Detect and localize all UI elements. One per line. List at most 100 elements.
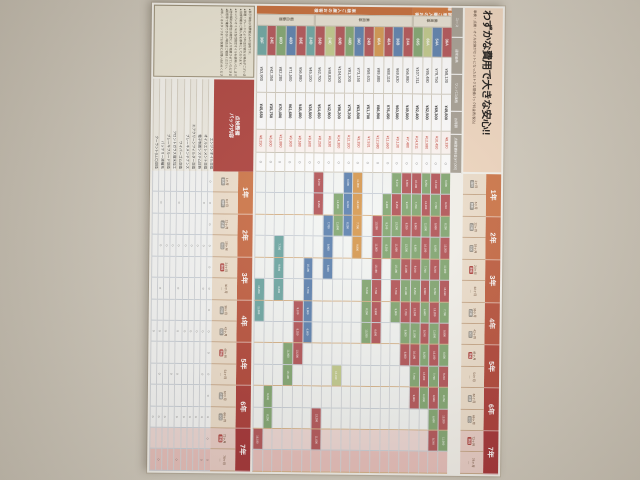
item-mark-cell: ○ <box>155 449 162 471</box>
item-mark-cell: ○ <box>206 192 213 215</box>
note-line: ●点検時期はご購入月を基準としております。 <box>238 8 243 68</box>
schedule-cell <box>320 450 331 473</box>
course-row: 36D ¥62,700 ¥54,450 ¥8,250 ○ <box>313 26 325 173</box>
item-mark-cell <box>168 320 176 343</box>
item-mark-cell <box>180 385 187 407</box>
item-mark-cell: ○ <box>174 363 181 386</box>
item-mark-cell <box>187 278 194 300</box>
schedule-cell <box>340 386 351 409</box>
schedule-cell <box>360 365 371 388</box>
schedule-cell <box>399 366 410 388</box>
schedule-cell <box>417 451 428 474</box>
item-mark-cell <box>181 256 188 279</box>
item-mark-cell: ○ <box>199 321 206 343</box>
document-photo: わずかな費用で大きな安心!! 車検・点検・オイル交換がセットになったおトクな整備… <box>147 2 505 477</box>
course-row: 48B ¥91,300 ¥79,200 ¥12,100 ○ <box>342 26 355 173</box>
savings-cell: ¥12,980 <box>372 130 383 155</box>
schedule-cell <box>252 385 263 408</box>
item-name: バッテリー液補充 <box>158 78 166 171</box>
item-mark-cell <box>156 299 164 321</box>
tenken-mark-cell: ○ <box>352 153 363 173</box>
savings-cell: ¥8,330 <box>440 131 451 155</box>
schedule-cell <box>291 386 302 408</box>
service-price-label: 13,200 <box>295 349 300 358</box>
pack-price-cell: ¥49,800 <box>440 94 452 132</box>
schedule-cell: 8,250 <box>409 280 420 303</box>
item-mark-cell <box>175 299 182 321</box>
month-label: 6ヶ月 <box>225 199 230 208</box>
month-header-cell: 12ヶ月 点検 <box>462 216 486 239</box>
item-mark-cell: ○ <box>157 192 165 214</box>
schedule-cell <box>408 430 419 452</box>
item-mark-cell: ○ <box>180 406 187 429</box>
schedule-cell: 13,200 <box>409 301 420 324</box>
schedule-cell: 6,600 <box>410 237 421 260</box>
item-mark-cell: ○ <box>204 428 211 450</box>
course-code-chip: 36A <box>441 27 452 58</box>
month-tag: 点検 <box>220 220 225 229</box>
savings-cell: ¥7,480 <box>401 131 412 155</box>
service-price-label: 7,700 <box>326 222 331 229</box>
item-mark-cell <box>152 170 159 193</box>
schedule-cell: 9,900 <box>351 237 362 259</box>
tenken-mark-cell: ○ <box>264 152 275 172</box>
item-mark-cell <box>157 256 164 278</box>
service-price-label: 11,000 <box>413 329 417 338</box>
schedule-cell: 13,200 <box>439 237 450 260</box>
item-mark-cell <box>192 342 200 364</box>
schedule-cell: 6,600 <box>302 322 313 344</box>
year-header-cell: 4年 <box>484 302 500 346</box>
service-price-label: 6,600 <box>413 244 418 252</box>
item-mark-cell <box>194 171 202 193</box>
month-header-cell: 66ヶ月 B00 <box>210 406 236 429</box>
item-mark-cell <box>192 363 200 386</box>
schedule-cell <box>330 408 341 430</box>
service-price-label: 8,250 <box>443 223 448 231</box>
item-mark-cell: ○ <box>205 299 212 322</box>
service-price-label: 7,700 <box>432 373 436 381</box>
schedule-cell <box>252 364 263 387</box>
schedule-cell: 16,190 <box>439 280 450 303</box>
schedule-cell <box>369 365 380 388</box>
schedule-cell <box>254 236 265 258</box>
schedule-cell <box>303 172 314 194</box>
month-header-cell: 1ヶ月 無料 <box>462 173 487 196</box>
schedule-cell <box>262 343 273 365</box>
schedule-cell: 11,000 <box>352 172 363 195</box>
schedule-cell: 9,240 <box>262 386 273 408</box>
schedule-cell <box>284 193 294 216</box>
schedule-cell <box>351 279 362 302</box>
schedule-cell <box>330 429 341 452</box>
service-price-label: 8,250 <box>413 287 418 295</box>
service-price-label: 9,900 <box>326 243 330 251</box>
item-mark-cell <box>194 192 201 215</box>
schedule-cell <box>371 172 382 195</box>
item-mark-cell <box>194 213 201 236</box>
schedule-cell: 8,250 <box>437 387 448 410</box>
schedule-cell <box>369 408 380 431</box>
savings-cell: ¥9,350 <box>352 130 363 154</box>
schedule-cell <box>339 451 350 473</box>
pack-price-cell: ¥49,500 <box>401 94 413 132</box>
course-row: 66S ¥107,311 ¥92,400 ¥14,911 ○ <box>411 27 423 174</box>
regular-price-cell: ¥104,500 <box>334 56 345 94</box>
schedule-cell: 6,600 <box>438 345 449 367</box>
schedule-cell <box>341 322 352 345</box>
item-mark-cell: ○ <box>206 171 214 193</box>
course-row: 60A ¥99,880 ¥86,900 ¥12,980 ○ <box>372 26 384 174</box>
note-line: ●表示価格は消費税込みの価格です。 <box>247 8 252 57</box>
schedule-cell <box>342 236 353 259</box>
schedule-cell <box>262 364 273 387</box>
month-label: 18ヶ月 <box>224 241 229 251</box>
item-mark-cell <box>163 277 170 300</box>
service-price-label: 6,600 <box>431 416 436 423</box>
item-mark-cell <box>198 428 205 450</box>
year-header-cell: 7年 <box>483 431 499 475</box>
item-mark-cell <box>161 449 168 471</box>
schedule-cell <box>311 343 322 366</box>
item-name: フロントガラス撥水加工 <box>170 78 178 171</box>
schedule-cell <box>408 409 419 431</box>
service-price-label: 11,000 <box>423 222 428 231</box>
service-price-label: 11,000 <box>442 265 447 274</box>
schedule-cell: 16,190 <box>302 257 313 280</box>
